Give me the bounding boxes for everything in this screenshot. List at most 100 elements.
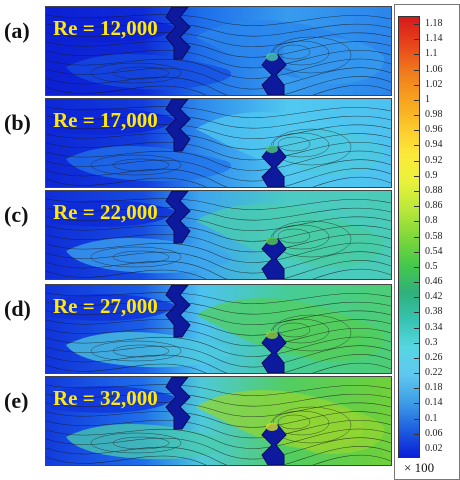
colorbar-tick-mark [414, 403, 419, 405]
colorbar-tick-label: 0.22 [425, 367, 443, 379]
colorbar-tick-label: 0.34 [425, 321, 443, 333]
colorbar-tick-mark [414, 342, 419, 344]
reynolds-label: Re = 12,000 [53, 16, 158, 40]
eddy-contour [90, 340, 182, 362]
panel-letter: (e) [4, 388, 29, 413]
streamline [46, 268, 391, 279]
streamline [46, 336, 391, 357]
upper-baffle [165, 99, 191, 152]
streamline [46, 32, 391, 48]
contour-panel [45, 6, 392, 96]
colorbar-tick-mark [414, 190, 419, 192]
streamline [46, 176, 391, 187]
colorbar-tick-label: 0.46 [425, 276, 443, 288]
streamline [46, 345, 391, 368]
vortex-region [51, 107, 176, 135]
eddy-contour [272, 224, 330, 250]
vortex-region [51, 15, 176, 43]
hot-spot [266, 145, 278, 153]
colorbar-tick-mark [414, 54, 419, 56]
colorbar-tick-mark [414, 145, 419, 147]
panel-letter: (c) [4, 202, 29, 227]
colorbar-tick-label: 1.1 [425, 48, 438, 60]
streamline [46, 159, 391, 182]
streamline [46, 319, 391, 336]
streamline [46, 454, 391, 465]
streamline [46, 411, 391, 428]
eddy-contour [277, 44, 311, 60]
colorbar-tick-mark [414, 175, 419, 177]
vortex-region [51, 293, 176, 321]
eddy-contour [272, 40, 330, 66]
streamline [46, 328, 391, 347]
streamline [46, 428, 391, 449]
colorbar-tick-mark [414, 297, 419, 299]
hot-spot [266, 53, 278, 61]
streamline [46, 354, 391, 373]
streamline [46, 76, 391, 95]
streamline [46, 23, 391, 37]
streamline [46, 437, 391, 460]
streamline [46, 84, 391, 95]
panel-letter: (a) [4, 18, 30, 43]
contour-field [46, 99, 391, 187]
upper-baffle [165, 285, 191, 338]
streamline [46, 67, 391, 90]
eddy-contour [277, 228, 311, 244]
eddy-contour [90, 246, 182, 268]
lower-baffle [261, 424, 287, 465]
colorbar-tick-mark [414, 357, 419, 359]
colorbar-tick-label: 0.54 [425, 245, 443, 257]
streamline [46, 207, 391, 221]
reynolds-label: Re = 22,000 [53, 200, 158, 224]
colorbar-multiplier: × 100 [404, 460, 435, 475]
streamline [46, 106, 391, 118]
colorbar-tick-mark [414, 160, 419, 162]
streamline [46, 124, 391, 140]
colorbar-tick-label: 0.38 [425, 306, 443, 318]
colorbar-tick-mark [414, 99, 419, 101]
streamline [46, 301, 391, 315]
colorbar-tick-mark [414, 24, 419, 25]
colorbar-tick-label: 0.26 [425, 351, 443, 363]
reynolds-label: Re = 17,000 [53, 108, 158, 132]
contour-panel [45, 376, 392, 466]
lower-baffle [261, 146, 287, 187]
colorbar-tick-label: 0.14 [425, 397, 443, 409]
streamline [46, 14, 391, 26]
streamline [46, 402, 391, 418]
contour-field [46, 191, 391, 279]
colorbar-tick-mark [414, 327, 419, 329]
colorbar-tick-label: 0.1 [425, 412, 438, 424]
colorbar-tick-label: 0.58 [425, 230, 443, 242]
colorbar-tick-mark [414, 39, 419, 41]
colorbar-tick-mark [414, 266, 419, 268]
colorbar-tick-label: 0.94 [425, 139, 443, 151]
eddy-contour [277, 322, 311, 338]
colorbar-tick-mark [414, 206, 419, 208]
reynolds-label: Re = 32,000 [53, 386, 158, 410]
streamline [46, 242, 391, 263]
upper-baffle [165, 377, 191, 430]
colorbar-tick-label: 0.42 [425, 291, 443, 303]
streamline [46, 310, 391, 326]
hot-spot [266, 331, 278, 339]
streamline [46, 115, 391, 129]
colorbar-tick-mark [414, 251, 419, 253]
eddy-contour [112, 66, 170, 80]
streamline [46, 50, 391, 69]
streamline [46, 142, 391, 161]
streamline [46, 393, 391, 407]
colorbar-tick-mark [414, 418, 419, 420]
colorbar-tick-label: 0.9 [425, 169, 438, 181]
panel-letter: (d) [4, 296, 31, 321]
eddy-contour [277, 136, 311, 152]
colorbar-tick-mark [414, 130, 419, 132]
panel-letter: (b) [4, 110, 31, 135]
colorbar-tick-label: 0.5 [425, 260, 438, 272]
eddy-contour [90, 154, 182, 176]
colorbar-tick-mark [414, 388, 419, 390]
colorbar-tick-mark [414, 221, 419, 223]
contour-field [46, 285, 391, 373]
colorbar-tick-label: 1.14 [425, 33, 443, 45]
